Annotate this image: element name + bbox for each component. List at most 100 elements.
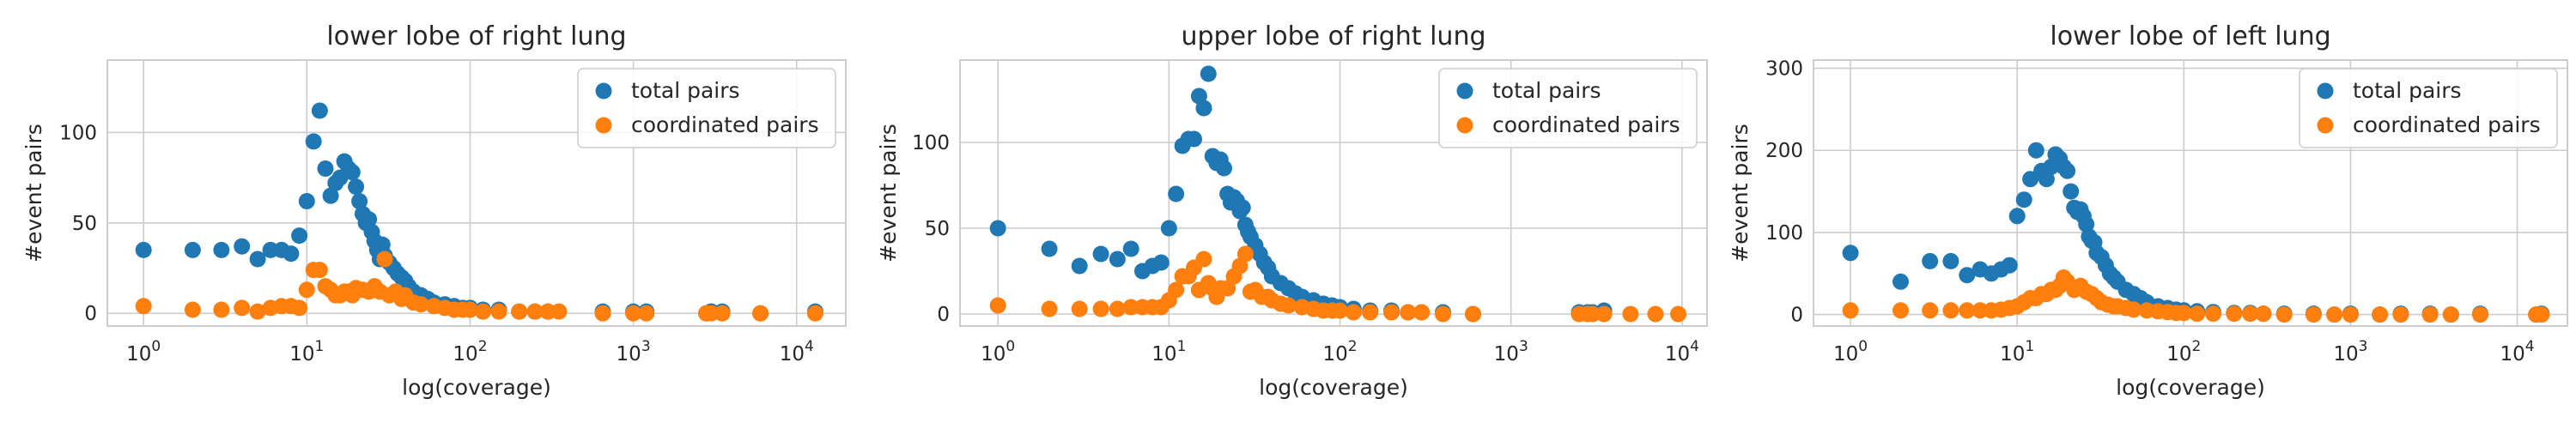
x-tick-label: 104 <box>2500 338 2535 366</box>
total-pairs-point <box>135 241 152 258</box>
total-pairs-point <box>348 178 365 196</box>
y-tick-label: 300 <box>1765 58 1803 81</box>
panel-lower-left-lung: lower lobe of left lung log(coverage) #e… <box>1728 21 2568 400</box>
y-axis-label: #event pairs <box>1728 124 1753 263</box>
coordinated-pairs-point <box>135 298 152 315</box>
total-pairs-point <box>291 227 308 245</box>
coordinated-pairs-point <box>2392 306 2409 323</box>
x-tick-label: 101 <box>1151 338 1186 366</box>
coordinated-pairs-point <box>2372 306 2389 323</box>
coordinated-pairs-point <box>2533 306 2550 323</box>
coordinated-pairs-point <box>1383 304 1400 321</box>
coordinated-pairs-point <box>1435 305 1451 323</box>
total-pairs-point <box>1216 160 1232 177</box>
x-tick-label: 102 <box>1322 338 1357 366</box>
total-pairs-point <box>317 160 334 177</box>
panel-upper-right-lung: upper lobe of right lung log(coverage) #… <box>876 21 1708 400</box>
coordinated-pairs-point <box>752 305 769 322</box>
coordinated-pairs-point <box>298 281 315 299</box>
coordinated-pairs-point <box>2472 306 2488 323</box>
legend-box <box>1438 68 1698 148</box>
coordinated-pairs-point <box>806 305 823 322</box>
total-pairs-point <box>989 220 1006 237</box>
coordinated-pairs-point <box>490 303 507 320</box>
coordinated-pairs-point <box>625 305 642 322</box>
x-axis-label: log(coverage) <box>1259 375 1408 400</box>
total-pairs-point <box>343 164 361 181</box>
total-pairs-point <box>1922 252 1939 269</box>
coordinated-pairs-point <box>1971 302 1989 319</box>
total-pairs-point <box>1041 240 1058 257</box>
coordinated-pairs-point <box>184 301 201 318</box>
total-pairs-point <box>322 187 339 204</box>
coordinated-pairs-point <box>2175 305 2192 322</box>
coordinated-pairs-point <box>1622 305 1639 323</box>
axes-frame <box>959 59 1708 327</box>
axes-frame <box>106 59 847 327</box>
legend-label: total pairs <box>2353 78 2462 103</box>
coordinated-pairs-point <box>249 303 266 320</box>
x-tick-label: 100 <box>126 338 161 366</box>
total-pairs-point <box>2015 191 2032 208</box>
total-pairs-point <box>1195 100 1212 117</box>
legend-label: total pairs <box>631 78 740 103</box>
coordinated-pairs-point <box>213 301 230 318</box>
total-pairs-point <box>1092 245 1109 263</box>
total-pairs-point <box>1842 245 1859 262</box>
x-tick-label: 101 <box>2000 338 2034 366</box>
total-pairs-point <box>298 193 315 209</box>
y-tick-label: 100 <box>912 132 950 154</box>
coordinated-pairs-point <box>1922 302 1939 319</box>
chart-title: upper lobe of right lung <box>1181 21 1485 51</box>
coordinated-pairs-point <box>1092 300 1109 317</box>
coordinated-pairs-point <box>1959 302 1976 319</box>
total-pairs-point <box>311 102 328 119</box>
y-tick-label: 0 <box>84 303 97 325</box>
coordinated-pairs-point <box>638 305 655 322</box>
y-tick-label: 0 <box>1790 305 1803 327</box>
total-pairs-point <box>1200 65 1217 82</box>
total-pairs-point <box>1959 267 1976 284</box>
coordinated-pairs-point <box>1893 302 1909 319</box>
coordinated-pairs-point <box>526 303 544 320</box>
coordinated-pairs-point <box>311 262 328 279</box>
x-tick-label: 101 <box>289 338 324 366</box>
y-tick-label: 200 <box>1765 140 1803 162</box>
total-pairs-point <box>1071 257 1088 275</box>
coordinated-pairs-point <box>1195 251 1212 268</box>
legend: total pairs coordinated pairs <box>577 68 836 148</box>
total-pairs-point <box>1893 273 1909 290</box>
coordinated-pairs-point <box>1942 302 1959 319</box>
legend-marker <box>2317 117 2334 134</box>
coordinated-pairs-point <box>2242 305 2259 323</box>
total-pairs-point <box>2059 162 2076 179</box>
coordinated-pairs-point <box>2189 305 2206 323</box>
x-tick-label: 100 <box>1833 338 1868 366</box>
coordinated-pairs-point <box>1071 300 1088 317</box>
x-tick-label: 100 <box>981 338 1015 366</box>
coordinated-pairs-point <box>1219 280 1236 297</box>
total-pairs-point <box>2022 171 2039 188</box>
coordinated-pairs-point <box>291 299 308 317</box>
coordinated-pairs-point <box>1236 245 1254 263</box>
total-pairs-point <box>361 211 378 228</box>
coordinated-pairs-point <box>1400 304 1417 321</box>
coordinated-pairs-point <box>2342 306 2359 323</box>
legend-marker <box>595 82 612 100</box>
legend-box <box>2299 68 2558 148</box>
coordinated-pairs-point <box>1168 281 1185 299</box>
coordinated-pairs-point <box>1584 305 1601 323</box>
total-pairs-point <box>1160 220 1177 237</box>
total-pairs-point <box>1152 254 1170 271</box>
legend-label: coordinated pairs <box>631 112 819 137</box>
coordinated-pairs-point <box>1280 297 1297 314</box>
chart-title: lower lobe of right lung <box>326 21 626 51</box>
total-pairs-point <box>2008 208 2026 225</box>
total-pairs-point <box>1234 199 1251 216</box>
y-tick-label: 50 <box>925 218 950 240</box>
y-tick-label: 100 <box>1765 222 1803 245</box>
coordinated-pairs-point <box>1647 305 1664 323</box>
total-pairs-point <box>1109 251 1126 268</box>
x-tick-label: 102 <box>2166 338 2201 366</box>
